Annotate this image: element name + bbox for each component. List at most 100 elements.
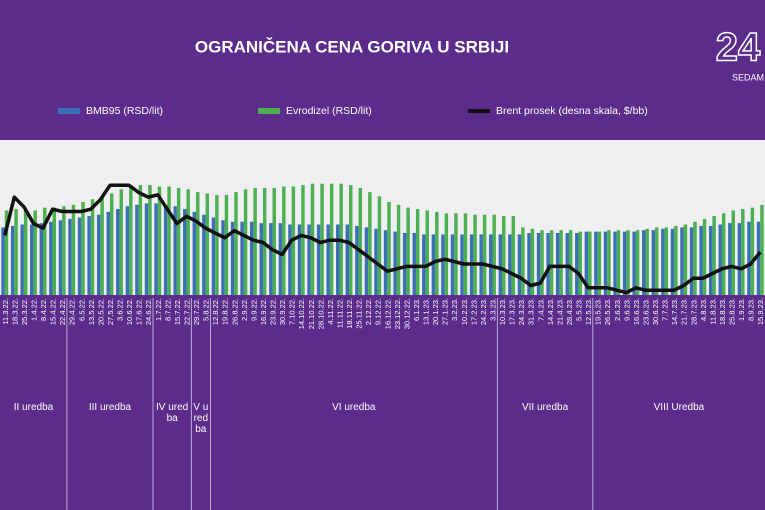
x-tick-label: 25.8.23. bbox=[727, 298, 736, 325]
bar bbox=[87, 216, 91, 295]
bar bbox=[555, 233, 560, 295]
x-tick-label: 7.10.22. bbox=[288, 298, 297, 325]
x-tick-label: 7.7.23. bbox=[661, 298, 670, 321]
bar bbox=[20, 224, 24, 295]
bar bbox=[259, 223, 263, 295]
bar bbox=[728, 223, 732, 295]
x-tick-label: 17.2.23. bbox=[469, 298, 478, 325]
bar bbox=[502, 216, 506, 295]
bar bbox=[240, 221, 244, 295]
x-tick-label: 1.4.22. bbox=[29, 298, 38, 321]
x-tick-label: 31.3.23. bbox=[527, 298, 536, 325]
logo-number: 24 bbox=[716, 26, 761, 70]
x-tick-label: 3.3.23. bbox=[488, 298, 497, 321]
x-tick-label: 26.5.23. bbox=[603, 298, 612, 325]
bar bbox=[221, 220, 225, 295]
x-tick-label: 18.8.23. bbox=[718, 298, 727, 325]
x-tick-label: 16.12.22. bbox=[383, 298, 392, 329]
bar bbox=[336, 224, 340, 295]
x-tick-label: 10.2.23. bbox=[460, 298, 469, 325]
x-tick-label: 2.6.23. bbox=[613, 298, 622, 321]
x-tick-label: 11.8.23. bbox=[708, 298, 717, 325]
bar bbox=[718, 224, 722, 295]
x-tick-label: 10.3.23. bbox=[498, 298, 507, 325]
chart-title: OGRANIČENA CENA GORIVA U SRBIJI bbox=[195, 37, 509, 56]
bar bbox=[62, 206, 66, 295]
bar bbox=[58, 220, 63, 295]
x-tick-label: 1.9.23. bbox=[737, 298, 746, 321]
bar bbox=[463, 213, 468, 295]
bar bbox=[215, 194, 219, 295]
x-tick-label: 20.5.22. bbox=[96, 298, 105, 325]
legend-swatch bbox=[58, 108, 80, 114]
bar bbox=[316, 224, 321, 295]
bar bbox=[546, 233, 550, 295]
bar bbox=[527, 233, 531, 295]
x-tick-label: 30.12.22. bbox=[402, 298, 411, 329]
x-tick-label: 17.3.23. bbox=[508, 298, 517, 325]
bar bbox=[603, 231, 608, 295]
x-tick-label: 30.6.23. bbox=[651, 298, 660, 325]
bar bbox=[559, 230, 563, 295]
bar bbox=[81, 202, 85, 295]
bar bbox=[96, 214, 101, 295]
bar bbox=[249, 221, 254, 295]
x-tick-label: 24.3.23. bbox=[517, 298, 526, 325]
x-tick-label: 13.5.22. bbox=[87, 298, 96, 325]
bar bbox=[349, 185, 353, 295]
bar bbox=[661, 228, 665, 295]
x-tick-label: 11.3.22. bbox=[1, 298, 10, 325]
x-tick-label: 24.2.23. bbox=[479, 298, 488, 325]
bar bbox=[750, 207, 755, 295]
bar bbox=[498, 234, 503, 295]
bar bbox=[594, 231, 598, 295]
bar bbox=[49, 221, 53, 295]
x-tick-label: 23.12.22. bbox=[393, 298, 402, 329]
x-tick-label: 12.5.23. bbox=[584, 298, 593, 325]
bar bbox=[536, 233, 541, 295]
x-tick-label: 12.8.22. bbox=[211, 298, 220, 325]
bar bbox=[760, 204, 764, 295]
period-label: VIII Uredba bbox=[653, 402, 705, 413]
bar bbox=[1, 227, 5, 295]
bar bbox=[167, 186, 171, 295]
period-label: V uredba bbox=[193, 402, 209, 435]
bar bbox=[377, 196, 382, 295]
x-tick-label: 15.7.22. bbox=[173, 298, 182, 325]
bar bbox=[355, 225, 359, 295]
bar bbox=[205, 193, 210, 295]
x-tick-label: 4.11.22. bbox=[326, 298, 335, 325]
bar bbox=[575, 233, 579, 295]
bar bbox=[454, 213, 458, 295]
bar bbox=[584, 231, 589, 295]
x-tick-label: 15.4.22. bbox=[49, 298, 58, 325]
bar bbox=[731, 210, 735, 295]
bar bbox=[71, 204, 76, 295]
x-tick-label: 14.10.22. bbox=[297, 298, 306, 329]
bar bbox=[435, 211, 439, 295]
x-tick-label: 9.9.22. bbox=[249, 298, 258, 321]
x-tick-label: 4.8.23. bbox=[699, 298, 708, 321]
x-tick-label: 2.12.22. bbox=[364, 298, 373, 325]
bar bbox=[269, 223, 273, 295]
bar bbox=[43, 207, 47, 295]
x-tick-label: 8.7.22. bbox=[163, 298, 172, 321]
x-tick-label: 2.9.22. bbox=[240, 298, 249, 321]
bar bbox=[383, 230, 388, 295]
x-tick-label: 25.11.22. bbox=[355, 298, 364, 329]
bar bbox=[632, 231, 636, 295]
bar bbox=[129, 186, 133, 295]
x-tick-label: 22.4.22. bbox=[58, 298, 67, 325]
bar bbox=[301, 185, 305, 295]
bar bbox=[282, 186, 286, 295]
x-tick-label: 7.4.23. bbox=[536, 298, 545, 321]
bar bbox=[109, 193, 114, 295]
bar bbox=[364, 227, 369, 295]
x-tick-label: 19.8.22. bbox=[221, 298, 230, 325]
x-tick-label: 6.5.22. bbox=[77, 298, 86, 321]
bar bbox=[157, 186, 162, 295]
x-tick-label: 18.11.22. bbox=[345, 298, 354, 329]
x-tick-label: 23.9.22. bbox=[268, 298, 277, 325]
bar bbox=[243, 189, 248, 295]
